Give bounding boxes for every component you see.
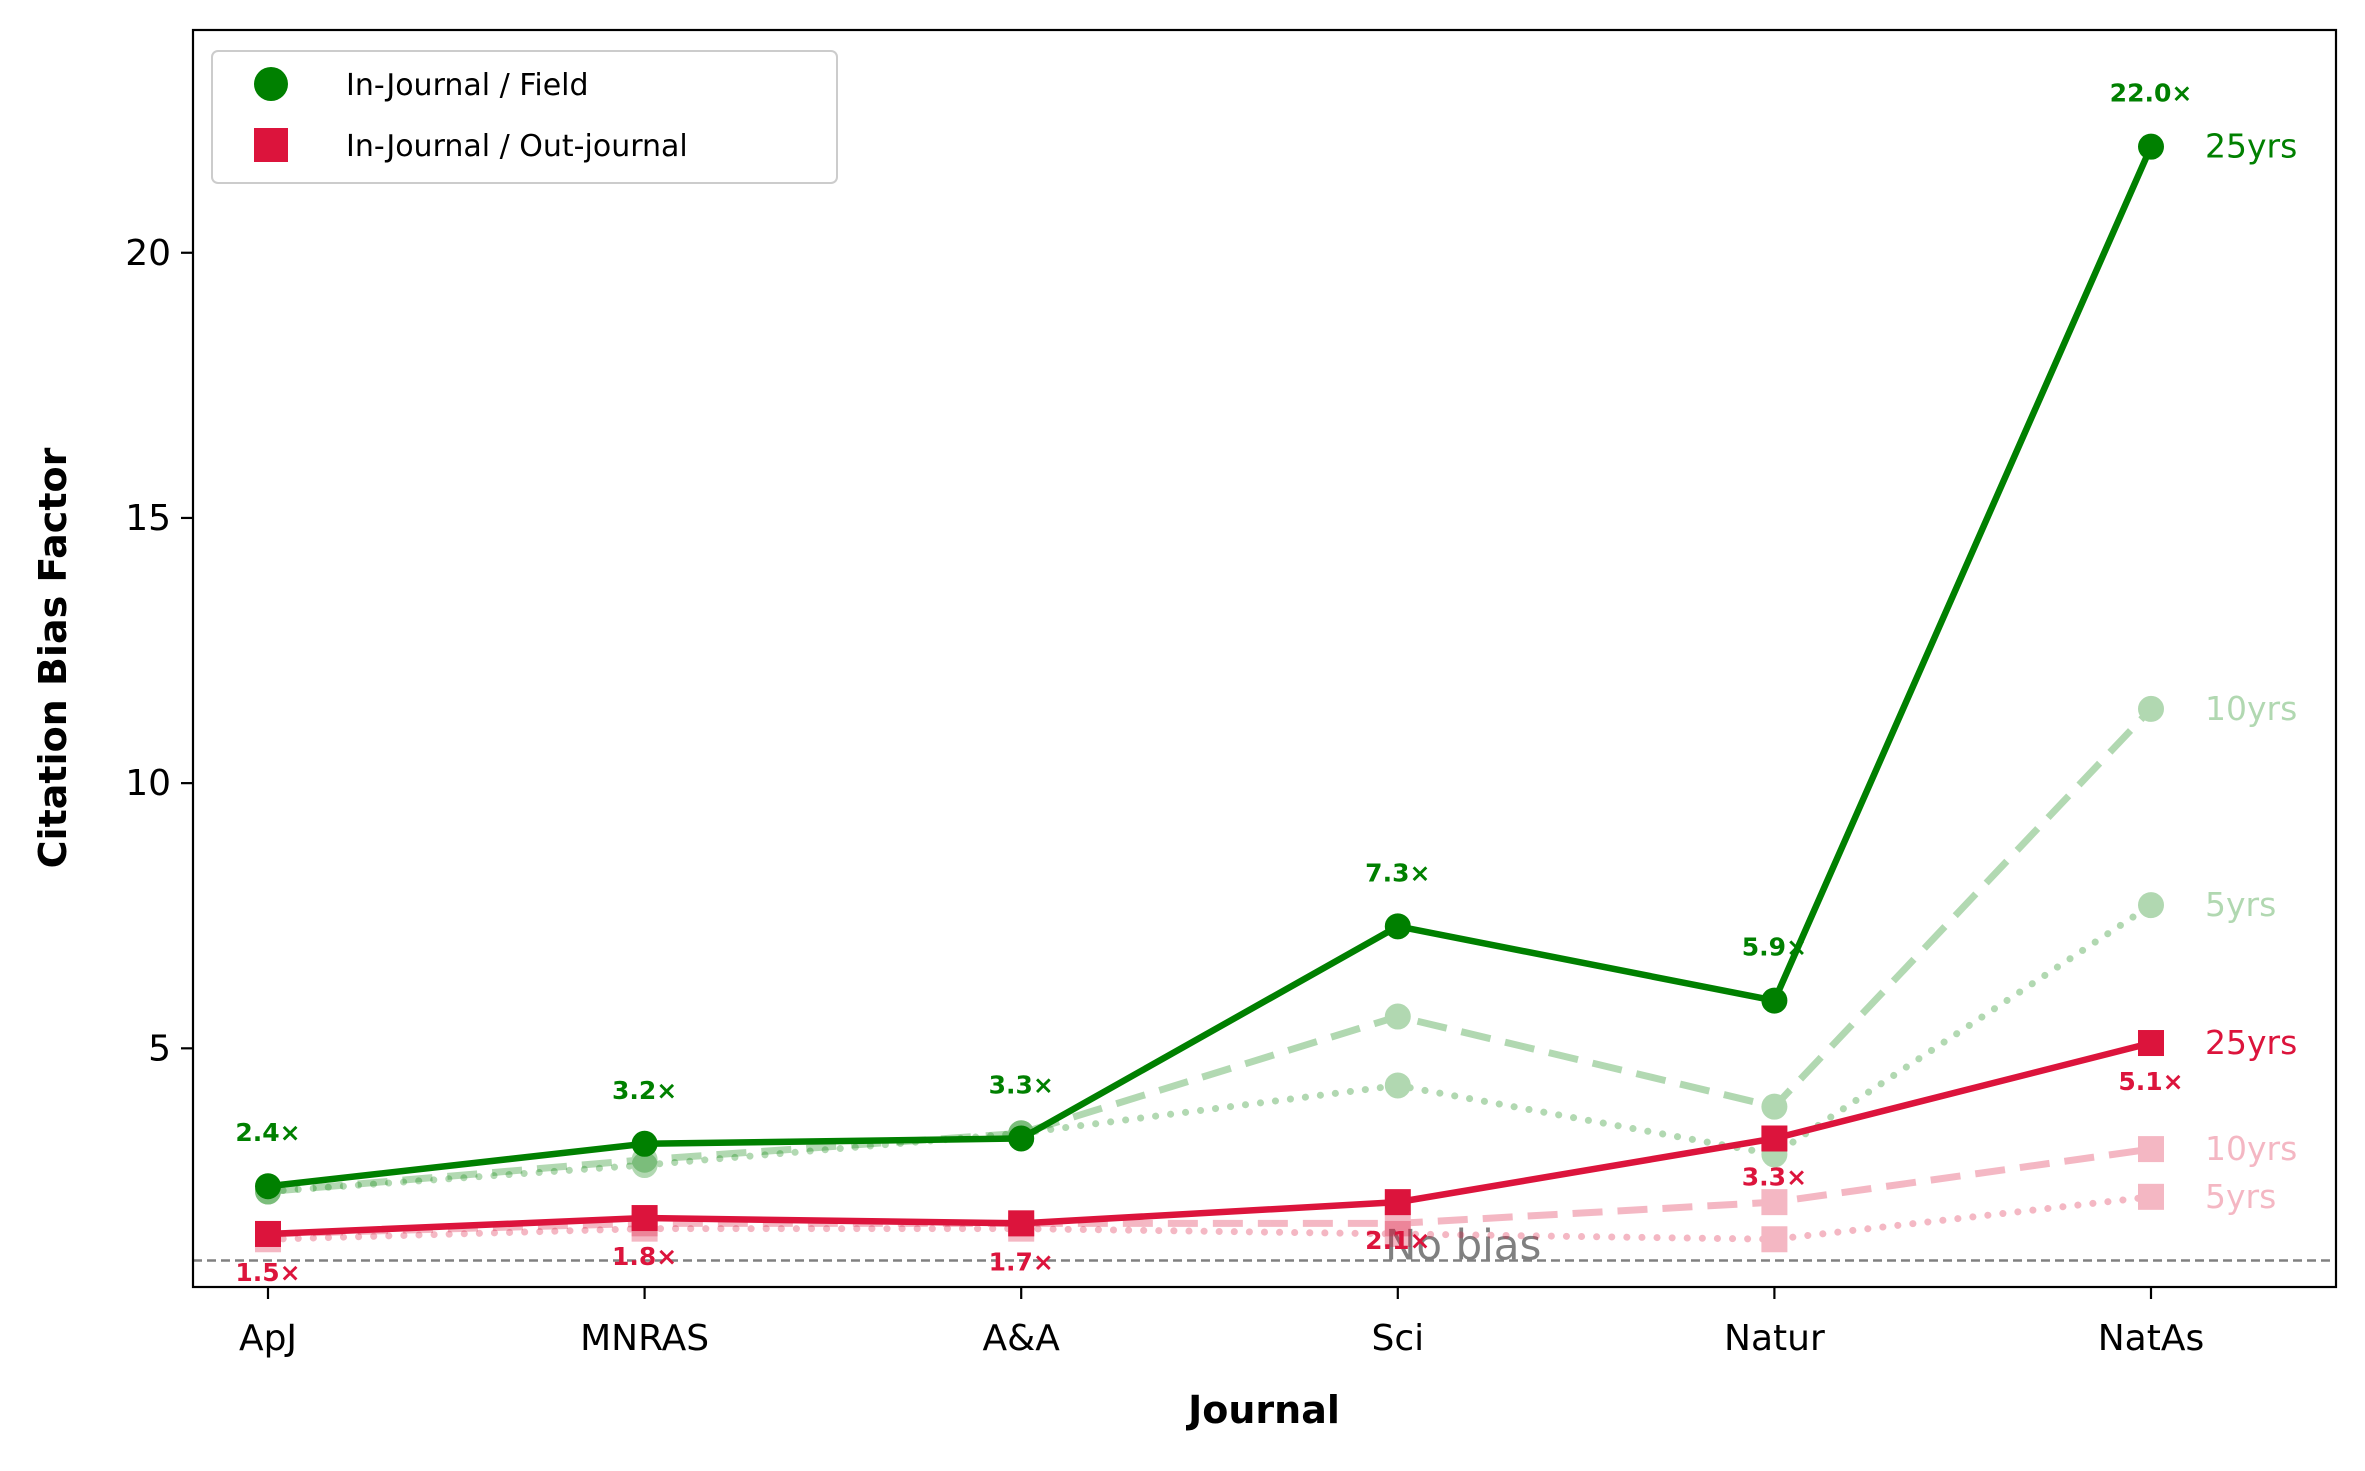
data-label-field-sci: 7.3× [1365, 858, 1430, 887]
legend-label-field: In-Journal / Field [346, 68, 589, 103]
legend-label-outjournal: In-Journal / Out-journal [346, 129, 688, 164]
x-tick-label-natas: NatAs [2098, 1318, 2205, 1359]
marker-outjournal-25yrs-aa [1008, 1210, 1035, 1237]
data-label-field-natur: 5.9× [1742, 933, 1807, 962]
y-axis-title: Citation Bias Factor [31, 447, 75, 868]
marker-field-25yrs-aa [1008, 1125, 1035, 1152]
data-label-outjournal-apj: 1.5× [235, 1258, 300, 1287]
series-field-25yrs [255, 133, 2164, 1200]
marker-outjournal-10yrs-natur [1761, 1189, 1788, 1216]
x-tick-label-sci: Sci [1371, 1318, 1424, 1359]
marker-outjournal-25yrs-natas [2138, 1030, 2164, 1057]
legend-marker-field [254, 67, 288, 101]
plot-frame [191, 28, 2338, 1289]
marker-field-25yrs-apj [255, 1173, 281, 1200]
no-bias-label: No bias [1385, 1220, 1541, 1269]
marker-outjournal-10yrs-sci [1384, 1210, 1411, 1237]
marker-outjournal-5yrs-sci [1384, 1220, 1411, 1247]
series-line-field-25yrs [264, 143, 2155, 1190]
x-tick-label-mnras: MNRAS [580, 1318, 709, 1359]
data-label-field-mnras: 3.2× [612, 1076, 677, 1105]
marker-field-10yrs-natas [2138, 695, 2164, 722]
data-label-outjournal-natur: 3.3× [1742, 1162, 1807, 1191]
x-axis-title: Journal [1185, 1388, 1340, 1432]
marker-outjournal-10yrs-natas [2138, 1136, 2164, 1163]
marker-field-25yrs-natas [2138, 133, 2164, 160]
marker-field-5yrs-sci [1384, 1072, 1411, 1099]
marker-outjournal-25yrs-mnras [631, 1205, 658, 1232]
end-label-outjournal-10yrs: 10yrs [2205, 1129, 2297, 1168]
marker-outjournal-5yrs-natas [2138, 1183, 2164, 1210]
legend: In-Journal / Field In-Journal / Out-journ… [211, 50, 838, 184]
marker-field-25yrs-natur [1761, 987, 1788, 1014]
y-tick-label-20: 20 [125, 233, 171, 274]
end-label-outjournal-5yrs: 5yrs [2205, 1177, 2276, 1216]
marker-outjournal-25yrs-natur [1761, 1125, 1788, 1152]
data-label-outjournal-mnras: 1.8× [612, 1242, 677, 1271]
marker-outjournal-25yrs-apj [255, 1220, 281, 1247]
marker-field-10yrs-sci [1384, 1003, 1411, 1030]
y-tick-label-15: 15 [125, 498, 171, 539]
marker-outjournal-25yrs-sci [1384, 1189, 1411, 1216]
series-outjournal-5yrs [255, 1183, 2164, 1253]
y-tick-label-5: 5 [148, 1028, 171, 1069]
x-tick-label-apj: ApJ [239, 1318, 297, 1359]
legend-marker-outjournal [254, 128, 288, 162]
marker-field-5yrs-natas [2138, 892, 2164, 919]
legend-box [211, 50, 838, 184]
end-label-field-25yrs: 25yrs [2205, 127, 2297, 166]
series-line-outjournal-25yrs [264, 1039, 2155, 1238]
series-line-field-10yrs [267, 706, 2154, 1196]
marker-field-25yrs-sci [1384, 913, 1411, 940]
x-tick-label-natur: Natur [1724, 1318, 1825, 1359]
marker-field-25yrs-mnras [631, 1130, 658, 1157]
data-label-field-aa: 3.3× [989, 1070, 1054, 1099]
data-label-field-apj: 2.4× [235, 1118, 300, 1147]
data-label-outjournal-natas: 5.1× [2118, 1067, 2183, 1096]
data-label-outjournal-aa: 1.7× [989, 1247, 1054, 1276]
end-label-field-10yrs: 10yrs [2205, 689, 2297, 728]
y-tick-label-10: 10 [125, 763, 171, 804]
end-label-outjournal-25yrs: 25yrs [2205, 1023, 2297, 1062]
x-tick-label-aa: A&A [983, 1318, 1061, 1359]
series-line-outjournal-5yrs [264, 1193, 2155, 1243]
series-line-field-5yrs [264, 901, 2155, 1196]
marker-outjournal-5yrs-natur [1761, 1226, 1788, 1253]
end-label-field-5yrs: 5yrs [2205, 885, 2276, 924]
series-outjournal-25yrs [255, 1030, 2164, 1247]
data-label-field-natas: 22.0× [2110, 79, 2193, 108]
data-label-outjournal-sci: 2.1× [1365, 1226, 1430, 1255]
marker-field-10yrs-natur [1761, 1093, 1788, 1120]
